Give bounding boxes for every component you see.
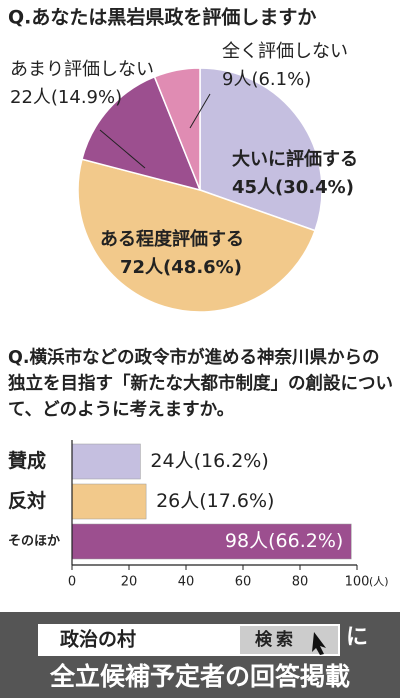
pie-slice (81, 75, 202, 192)
category-label: 反対 (8, 489, 46, 512)
pie-slice (77, 158, 316, 313)
slice-label: あまり評価しない (10, 59, 154, 80)
bar (71, 523, 352, 560)
value-label: 26人(17.6%) (156, 490, 274, 512)
slice-label: 全く評価しない (222, 41, 348, 62)
value-label: 24人(16.2%) (150, 450, 268, 472)
x-tick-label: 40 (178, 575, 195, 590)
bar (71, 483, 147, 520)
x-tick-label: 0 (68, 575, 76, 590)
bar (71, 443, 141, 480)
slice-value-label: 45人(30.4%) (232, 177, 354, 198)
category-label: 賛成 (8, 449, 46, 472)
cursor-icon (312, 632, 326, 655)
x-tick-label: 100 (345, 575, 370, 590)
pie-title: Q.あなたは黒岩県政を評価しますか (8, 6, 316, 29)
search-text: 政治の村 (60, 628, 136, 651)
x-tick-label: 80 (292, 575, 309, 590)
leader-line (99, 129, 146, 169)
slice-label: ある程度評価する (100, 228, 244, 250)
button-label: 検索 (255, 629, 297, 650)
leader-line (189, 93, 211, 129)
slice-label: 大いに評価する (232, 148, 358, 170)
category-label: そのほか (8, 534, 60, 549)
value-label: 98人(66.2%) (225, 530, 343, 552)
x-tick-label: 20 (121, 575, 138, 590)
x-tick-label: 60 (235, 575, 252, 590)
footer-caption: 全立候補予定者の回答掲載 (49, 662, 350, 691)
bar-title: Q.横浜市などの政令市が進める神奈川県からの独立を目指す「新たな大都市制度」の創… (8, 348, 393, 420)
search-suffix: に (346, 625, 368, 650)
slice-value-label: 72人(48.6%) (120, 257, 242, 278)
pie-slice (153, 67, 201, 191)
x-axis-unit: (人) (369, 575, 389, 588)
pie-slice (199, 67, 323, 232)
slice-value-label: 9人(6.1%) (222, 69, 311, 90)
slice-value-label: 22人(14.9%) (10, 87, 122, 108)
